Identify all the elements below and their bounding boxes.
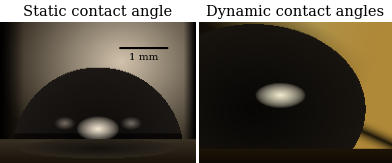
Text: Static contact angle: Static contact angle — [23, 5, 172, 19]
Text: 1 mm: 1 mm — [129, 53, 158, 62]
Text: Dynamic contact angles: Dynamic contact angles — [206, 5, 385, 19]
